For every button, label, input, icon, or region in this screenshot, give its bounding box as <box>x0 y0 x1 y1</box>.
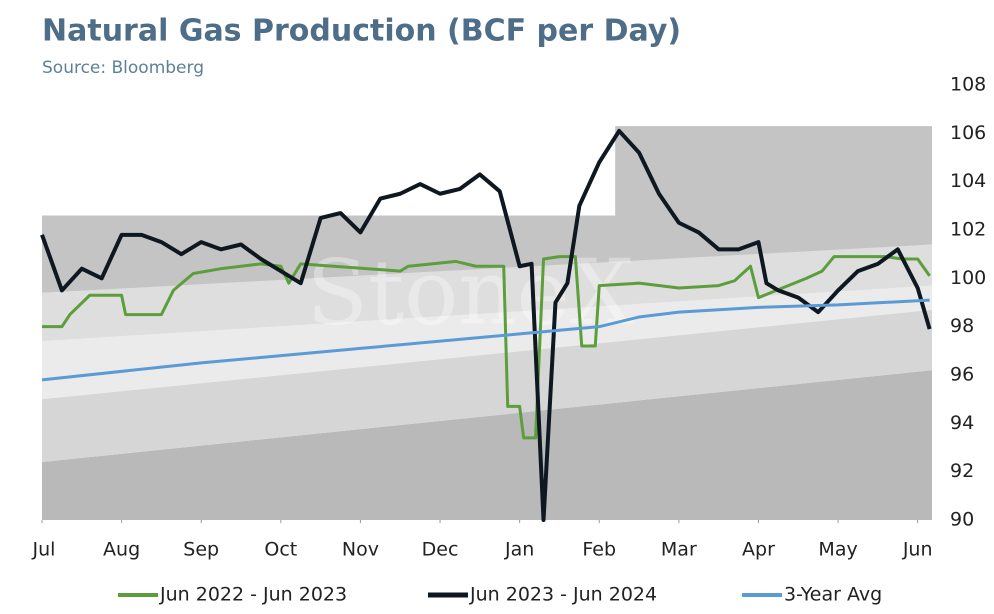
x-tick-label: Apr <box>742 539 775 561</box>
x-tick-label: Feb <box>582 539 616 561</box>
data-line <box>41 298 930 382</box>
y-tick-label: 90 <box>950 509 974 531</box>
y-tick-label: 102 <box>950 219 986 241</box>
y-tick-label: 104 <box>950 170 986 192</box>
legend-label: Jun 2023 - Jun 2024 <box>469 584 657 606</box>
range-band <box>42 126 932 293</box>
range-band <box>42 309 932 462</box>
y-tick-label: 106 <box>950 122 986 144</box>
range-band <box>42 370 932 520</box>
range-band <box>42 244 932 342</box>
y-tick-label: 100 <box>950 267 986 289</box>
y-tick-label: 94 <box>950 412 974 434</box>
x-tick-label: Jan <box>504 539 534 561</box>
chart-title: Natural Gas Production (BCF per Day) <box>42 14 681 49</box>
x-tick-label: Nov <box>342 539 379 561</box>
x-tick-label: Dec <box>422 539 459 561</box>
y-tick-label: 92 <box>950 460 974 482</box>
x-tick-label: Oct <box>264 539 297 561</box>
x-tick-label: Jul <box>32 539 56 561</box>
x-tick-label: Sep <box>183 539 219 561</box>
watermark: StoneX <box>306 240 633 345</box>
x-tick-label: Mar <box>661 539 697 561</box>
y-tick-label: 108 <box>950 74 986 96</box>
legend-label: 3-Year Avg <box>784 584 882 606</box>
x-tick-label: May <box>818 539 857 561</box>
legend-label: Jun 2022 - Jun 2023 <box>159 584 347 606</box>
y-tick-label: 96 <box>950 364 974 386</box>
chart-subtitle: Source: Bloomberg <box>42 58 204 78</box>
range-band <box>42 285 932 400</box>
data-line <box>40 128 932 522</box>
data-line <box>42 255 931 440</box>
x-tick-label: Aug <box>103 539 140 561</box>
x-tick-label: Jun <box>902 539 933 561</box>
y-tick-label: 98 <box>950 315 974 337</box>
